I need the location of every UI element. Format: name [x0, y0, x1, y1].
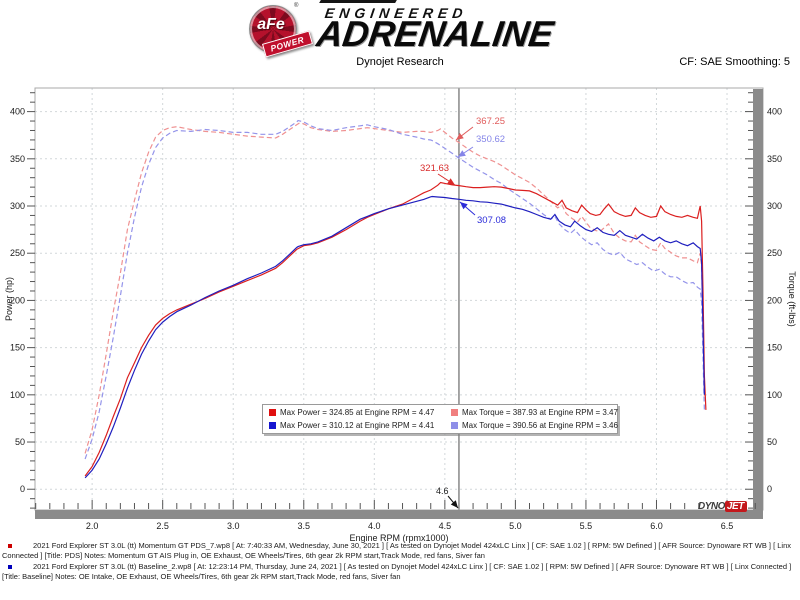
cursor-value-arrow-head: [456, 133, 464, 140]
legend-swatch-red: [269, 409, 276, 416]
cursor-rpm-arrow-head: [450, 500, 458, 508]
rpm-axis-title: Engine RPM (rpmx1000): [349, 533, 448, 543]
x-tick-label: 6.5: [721, 521, 734, 531]
cursor-value-label: 350.62: [476, 134, 505, 145]
torque-tick-label: 400: [767, 107, 782, 117]
x-tick-label: 6.0: [650, 521, 663, 531]
afe-logo-text: aFe: [257, 16, 285, 33]
run-note-momentum: 2021 Ford Explorer ST 3.0L (tt) Momentum…: [2, 541, 796, 561]
torque-tick-label: 250: [767, 248, 782, 258]
registered-mark: ®: [293, 3, 299, 9]
power-tick-label: 150: [10, 343, 25, 353]
note-text: 2021 Ford Explorer ST 3.0L (tt) Momentum…: [2, 541, 791, 560]
power-tick-label: 200: [10, 295, 25, 305]
legend-label: Max Torque = 387.93 at Engine RPM = 3.47: [462, 408, 618, 417]
note-text: 2021 Ford Explorer ST 3.0L (tt) Baseline…: [2, 562, 792, 581]
series-baseline-power-line: [84, 195, 705, 479]
run-notes: 2021 Ford Explorer ST 3.0L (tt) Momentum…: [2, 541, 796, 583]
x-tick-label: 3.5: [298, 521, 311, 531]
x-tick-label: 5.5: [580, 521, 593, 531]
power-axis-title: Power (hp): [4, 277, 14, 321]
legend-item-momentum-torque: Max Torque = 387.93 at Engine RPM = 3.47: [451, 408, 618, 417]
x-tick-label: 4.0: [368, 521, 381, 531]
smoothing-setting: CF: SAE Smoothing: 5: [679, 56, 790, 68]
torque-tick-label: 300: [767, 201, 782, 211]
series-momentum-torque-line: [84, 122, 705, 454]
plot-border: [34, 87, 764, 511]
torque-tick-label: 150: [767, 343, 782, 353]
cursor-value-label: 367.25: [476, 116, 505, 127]
power-tick-label: 250: [10, 248, 25, 258]
x-tick-label: 2.5: [156, 521, 169, 531]
legend-item-momentum-power: Max Power = 324.85 at Engine RPM = 4.47: [269, 408, 451, 417]
dynojet-watermark: DYNO JET: [698, 501, 747, 512]
series-baseline-torque-line: [84, 119, 705, 460]
cursor-value-arrow-head: [447, 178, 455, 185]
torque-tick-label: 0: [767, 484, 772, 494]
torque-tick-label: 100: [767, 390, 782, 400]
cursor-value-arrow-head: [460, 202, 468, 210]
power-tick-label: 50: [15, 437, 25, 447]
x-tick-label: 2.0: [86, 521, 99, 531]
cursor-value-label: 321.63: [420, 163, 449, 174]
power-tick-label: 300: [10, 201, 25, 211]
dynojet-jet-text: JET: [724, 501, 747, 512]
brand-header: aFe ® POWER ENGINEERED ADRENALINE: [0, 3, 800, 58]
power-tick-label: 0: [20, 484, 25, 494]
afe-power-logo: aFe ® POWER: [247, 3, 313, 58]
legend-swatch-light-blue: [451, 422, 458, 429]
power-tick-label: 100: [10, 390, 25, 400]
torque-axis-title: Torque (ft-lbs): [787, 271, 797, 327]
power-tick-label: 400: [10, 107, 25, 117]
legend-label: Max Power = 324.85 at Engine RPM = 4.47: [280, 408, 435, 417]
legend-swatch-light-red: [451, 409, 458, 416]
plot-shadow-right: [753, 89, 763, 519]
cursor-value-label: 307.08: [477, 215, 506, 226]
cursor-rpm-label: 4.6: [436, 486, 449, 496]
legend-label: Max Power = 310.12 at Engine RPM = 4.41: [280, 421, 435, 430]
x-tick-label: 3.0: [227, 521, 240, 531]
torque-tick-label: 50: [767, 437, 777, 447]
torque-tick-label: 200: [767, 295, 782, 305]
legend-box: Max Power = 324.85 at Engine RPM = 4.47 …: [262, 404, 618, 434]
chart-title: Dynojet Research: [356, 56, 444, 68]
legend-item-baseline-torque: Max Torque = 390.56 at Engine RPM = 3.46: [451, 421, 618, 430]
run-note-baseline: 2021 Ford Explorer ST 3.0L (tt) Baseline…: [2, 562, 796, 582]
torque-tick-label: 350: [767, 154, 782, 164]
dynojet-dyno-text: DYNO: [698, 501, 725, 512]
legend-label: Max Torque = 390.56 at Engine RPM = 3.46: [462, 421, 618, 430]
plot-shadow-bottom: [35, 510, 754, 519]
note-bullet-blue: [8, 565, 12, 569]
power-tick-label: 350: [10, 154, 25, 164]
legend-item-baseline-power: Max Power = 310.12 at Engine RPM = 4.41: [269, 421, 451, 430]
x-tick-label: 4.5: [439, 521, 452, 531]
legend-swatch-blue: [269, 422, 276, 429]
x-tick-label: 5.0: [509, 521, 522, 531]
cursor-value-arrow-head: [458, 150, 466, 157]
note-bullet-red: [8, 544, 12, 548]
